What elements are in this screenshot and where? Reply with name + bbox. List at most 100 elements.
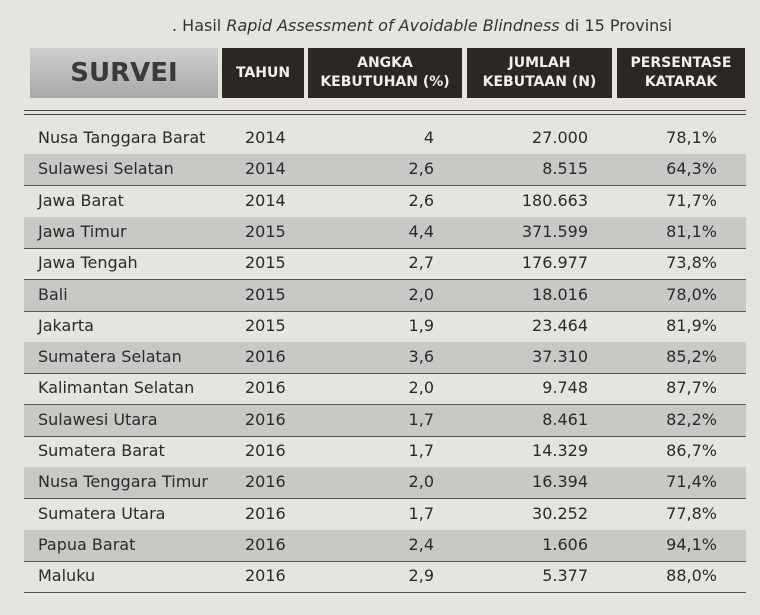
- table-cell: Sumatera Barat: [38, 441, 165, 460]
- table-cell: 8.515: [542, 159, 588, 179]
- table-cell: Sulawesi Utara: [38, 409, 158, 429]
- table-row: Jakarta 2015 1,9 23.464 81,9%: [24, 311, 746, 343]
- table-cell: 2,7: [408, 253, 434, 273]
- table-cell: 87,7%: [666, 378, 717, 398]
- header-line: SURVEI: [70, 57, 178, 88]
- table-cell: 64,3%: [666, 159, 717, 179]
- table-cell: 2014: [245, 159, 286, 179]
- table-cell: 1,7: [408, 503, 434, 523]
- table-cell: 18.016: [532, 284, 588, 304]
- table-row: Nusa Tanggara Barat 2014 4 27.000 78,1%: [24, 123, 746, 155]
- table-cell: 1,7: [408, 441, 434, 460]
- table-cell: 94,1%: [666, 534, 717, 554]
- table-row: Jawa Tengah 2015 2,7 176.977 73,8%: [24, 248, 746, 281]
- table-row: Kalimantan Selatan 2016 2,0 9.748 87,7%: [24, 373, 746, 406]
- table-cell: 77,8%: [666, 503, 717, 523]
- table-cell: 88,0%: [666, 566, 717, 586]
- table-cell: Sulawesi Selatan: [38, 159, 174, 179]
- table-cell: 1,9: [408, 315, 434, 335]
- table-cell: 1,7: [408, 409, 434, 429]
- table-cell: 2016: [245, 503, 286, 523]
- table-cell: Jawa Tengah: [38, 253, 138, 273]
- table-cell: 37.310: [532, 347, 588, 367]
- table-cell: 2,9: [408, 566, 434, 586]
- table-cell: 3,6: [408, 347, 434, 367]
- column-header: ANGKA KEBUTUHAN (%): [308, 48, 462, 98]
- table-cell: 82,2%: [666, 409, 717, 429]
- header-line: KATARAK: [644, 74, 718, 90]
- table-cell: 2,0: [408, 472, 434, 492]
- table-cell: 23.464: [532, 315, 588, 335]
- table-cell: 9.748: [542, 378, 588, 398]
- table-cell: 176.977: [521, 253, 588, 273]
- header-rule: [24, 114, 746, 115]
- table-cell: 2,6: [408, 190, 434, 210]
- table-row: Papua Barat 2016 2,4 1.606 94,1%: [24, 529, 746, 562]
- table-row: Sumatera Barat 2016 1,7 14.329 86,7%: [24, 436, 746, 468]
- table-row: Nusa Tenggara Timur 2016 2,0 16.394 71,4%: [24, 467, 746, 500]
- table-cell: 2016: [245, 472, 286, 492]
- header-line: KEBUTUHAN (%): [320, 74, 450, 90]
- table-cell: 2,6: [408, 159, 434, 179]
- table-cell: Jawa Timur: [38, 221, 127, 241]
- table-cell: 2015: [245, 221, 286, 241]
- table-cell: 2014: [245, 190, 286, 210]
- table-cell: Nusa Tanggara Barat: [38, 128, 206, 147]
- table-cell: 2016: [245, 347, 286, 367]
- table-row: Sulawesi Selatan 2014 2,6 8.515 64,3%: [24, 154, 746, 187]
- table-cell: 86,7%: [666, 441, 717, 460]
- table-cell: 5.377: [542, 566, 588, 586]
- table-cell: Jakarta: [38, 315, 94, 335]
- table-cell: 4: [423, 128, 434, 147]
- table-cell: Sumatera Utara: [38, 503, 166, 523]
- table-cell: Jawa Barat: [38, 190, 124, 210]
- table-cell: 2016: [245, 441, 286, 460]
- table-cell: 371.599: [521, 221, 588, 241]
- title-prefix: . Hasil: [172, 16, 222, 35]
- table-cell: 85,2%: [666, 347, 717, 367]
- title: . Hasil Rapid Assessment of Avoidable Bl…: [172, 16, 672, 35]
- table-cell: 2016: [245, 409, 286, 429]
- table-row: Sumatera Utara 2016 1,7 30.252 77,8%: [24, 499, 746, 531]
- table-cell: 2015: [245, 315, 286, 335]
- table-cell: 81,9%: [666, 315, 717, 335]
- table-cell: 2016: [245, 566, 286, 586]
- table-row: Maluku 2016 2,9 5.377 88,0%: [24, 561, 746, 594]
- table-cell: Nusa Tenggara Timur: [38, 472, 208, 492]
- table-row: Bali 2015 2,0 18.016 78,0%: [24, 279, 746, 312]
- table-cell: 2015: [245, 253, 286, 273]
- table-cell: 73,8%: [666, 253, 717, 273]
- table-cell: 30.252: [532, 503, 588, 523]
- table-row: Jawa Barat 2014 2,6 180.663 71,7%: [24, 186, 746, 218]
- table-cell: Sumatera Selatan: [38, 347, 182, 367]
- header-line: TAHUN: [235, 64, 291, 81]
- column-header: TAHUN: [222, 48, 304, 98]
- table-cell: 14.329: [532, 441, 588, 460]
- header-line: KEBUTAAN (N): [482, 74, 597, 90]
- table-cell: 78,1%: [666, 128, 717, 147]
- table-cell: 2016: [245, 534, 286, 554]
- title-suffix: di 15 Provinsi: [564, 16, 673, 35]
- table-cell: Papua Barat: [38, 534, 136, 554]
- table-cell: 8.461: [542, 409, 588, 429]
- table-cell: 16.394: [532, 472, 588, 492]
- header-line: ANGKA: [357, 55, 413, 71]
- column-header: SURVEI: [30, 48, 218, 98]
- table-row: Sulawesi Utara 2016 1,7 8.461 82,2%: [24, 404, 746, 437]
- table-cell: 71,4%: [666, 472, 717, 492]
- column-header: PERSENTASE KATARAK: [617, 48, 745, 98]
- table-cell: 27.000: [532, 128, 588, 147]
- table-cell: 2016: [245, 378, 286, 398]
- table-cell: 78,0%: [666, 284, 717, 304]
- table-cell: 2,0: [408, 284, 434, 304]
- table-cell: Kalimantan Selatan: [38, 378, 195, 398]
- table-cell: 180.663: [521, 190, 588, 210]
- header-rule: [24, 110, 746, 111]
- table-cell: 2014: [245, 128, 286, 147]
- column-header: JUMLAH KEBUTAAN (N): [467, 48, 612, 98]
- table-cell: 71,7%: [666, 190, 717, 210]
- header-line: PERSENTASE: [630, 55, 732, 71]
- table-cell: 4,4: [408, 221, 434, 241]
- table-cell: Bali: [38, 284, 68, 304]
